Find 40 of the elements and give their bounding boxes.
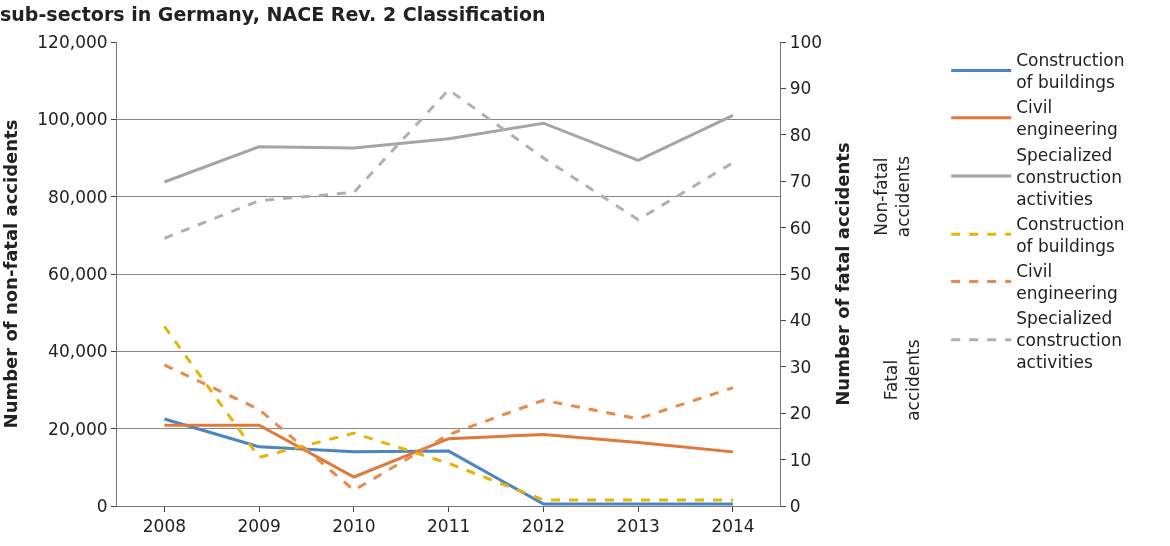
y-tick-label: 60,000 bbox=[48, 263, 108, 284]
x-tick-label: 2008 bbox=[142, 516, 187, 537]
y2-tick-label: 100 bbox=[789, 31, 823, 52]
x-tick-label: 2010 bbox=[332, 516, 376, 537]
y2-tick-label: 30 bbox=[789, 356, 812, 377]
line-series bbox=[162, 417, 735, 506]
legend-label: Specialized construction activities bbox=[1016, 308, 1122, 373]
x-tick-label: 2012 bbox=[521, 516, 566, 537]
legend-label: Construction of buildings bbox=[1016, 50, 1125, 93]
text: Non-fatal accidents bbox=[870, 155, 913, 238]
y2-tick-label: 50 bbox=[789, 263, 812, 284]
y-axis-title: Number of non-fatal accidents bbox=[0, 119, 21, 429]
y-tick-label: 40,000 bbox=[48, 341, 108, 362]
line-series bbox=[162, 423, 735, 479]
y2-tick-label: 10 bbox=[789, 449, 812, 470]
x-tick-label: 2014 bbox=[711, 516, 755, 537]
legend-label: Construction of buildings bbox=[1016, 213, 1125, 256]
y-tick-label: 20,000 bbox=[48, 418, 108, 439]
y-tick-label: 80,000 bbox=[48, 186, 108, 207]
y2-tick-label: 70 bbox=[789, 171, 812, 192]
chart-title: sub-sectors in Germany, NACE Rev. 2 Classification bbox=[0, 3, 546, 26]
x-tick-label: 2009 bbox=[237, 516, 281, 537]
y2-tick-label: 80 bbox=[789, 124, 812, 145]
y-tick-label: 100,000 bbox=[37, 109, 108, 130]
y2-tick-label: 60 bbox=[789, 217, 812, 238]
y2-tick-label: 20 bbox=[789, 403, 812, 424]
text: Fatal accidents bbox=[880, 339, 923, 421]
y-tick-label: 0 bbox=[96, 495, 108, 516]
line-series bbox=[162, 363, 735, 492]
y-tick-label: 120,000 bbox=[37, 31, 108, 52]
legend-label: Civil engineering bbox=[1016, 97, 1118, 140]
y2-tick-label: 90 bbox=[789, 78, 812, 99]
legend-label: Specialized construction activities bbox=[1016, 144, 1122, 209]
y2-tick-label: 40 bbox=[789, 310, 812, 331]
line-series bbox=[162, 324, 735, 502]
x-tick-label: 2013 bbox=[616, 516, 660, 537]
y2-tick-label: 0 bbox=[789, 495, 801, 516]
legend-label: Civil engineering bbox=[1016, 261, 1118, 304]
x-tick-label: 2011 bbox=[427, 516, 471, 537]
y2-axis-title: Number of fatal accidents bbox=[832, 142, 854, 406]
